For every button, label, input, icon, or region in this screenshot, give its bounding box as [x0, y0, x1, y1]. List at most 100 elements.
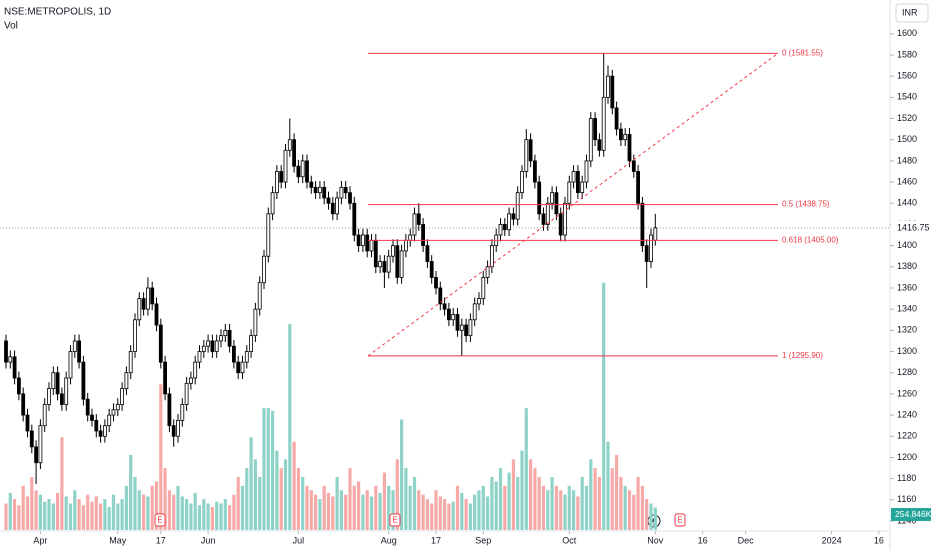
candle-body — [464, 324, 469, 337]
candle-body — [382, 261, 387, 273]
volume-bar — [378, 492, 382, 530]
chart-title: NSE:METROPOLIS, 1D — [4, 7, 111, 18]
candle-body — [244, 351, 249, 363]
y-tick-label: 1460 — [897, 176, 917, 186]
volume-bar — [51, 503, 55, 530]
volume-bar — [116, 503, 120, 530]
volume-bar — [382, 472, 386, 530]
candle-body — [296, 165, 301, 178]
volume-bar — [103, 499, 107, 530]
candle-body — [90, 414, 94, 421]
volume-bar — [653, 507, 657, 530]
candle-body — [446, 308, 451, 321]
candle-body — [606, 75, 610, 98]
candle-body — [8, 356, 13, 363]
candle-body — [16, 377, 21, 395]
volume-bar — [593, 468, 597, 530]
candle-body — [614, 107, 619, 130]
volume-bar — [301, 477, 305, 530]
volume-bar — [258, 477, 262, 530]
volume-bar — [584, 485, 589, 530]
candle-body — [197, 351, 202, 363]
volume-bar — [541, 485, 546, 530]
candle-body — [524, 139, 529, 172]
volume-bar — [137, 490, 141, 530]
volume-bar — [219, 503, 223, 530]
candle-body — [567, 181, 572, 204]
candle-body — [133, 319, 137, 352]
volume-bar — [645, 499, 649, 530]
candle-body — [107, 414, 112, 427]
volume-bar — [172, 494, 176, 530]
candle-body — [348, 192, 352, 204]
candle-body — [468, 319, 473, 337]
x-tick-label: 2024 — [822, 535, 842, 545]
volume-bar — [520, 450, 524, 530]
volume-bar — [266, 408, 270, 530]
volume-bar — [309, 490, 313, 530]
candle-body — [249, 335, 254, 352]
volume-bar — [288, 324, 292, 530]
candle-body — [339, 186, 344, 199]
candle-body — [425, 245, 430, 262]
volume-bar — [559, 490, 563, 530]
candle-body — [270, 192, 275, 215]
volume-bar — [627, 490, 632, 530]
candle-body — [42, 404, 47, 427]
candle-body — [511, 213, 516, 220]
candle-body — [507, 213, 512, 231]
volume-bar — [498, 468, 503, 530]
candle-body — [326, 197, 331, 204]
candle-body — [619, 128, 623, 141]
volume-bar — [90, 501, 94, 530]
candle-body — [631, 160, 636, 172]
candle-body — [287, 139, 292, 151]
volume-bar — [640, 485, 644, 530]
volume-bar — [314, 494, 318, 530]
candle-body — [416, 213, 421, 225]
candle-body — [627, 134, 632, 162]
volume-bar — [43, 501, 47, 530]
candle-body — [588, 118, 593, 162]
volume-bar — [619, 477, 623, 530]
volume-bar — [326, 492, 331, 530]
fib-label: 0.618 (1405.00) — [782, 235, 839, 244]
volume-bar — [468, 503, 472, 530]
currency-box[interactable] — [895, 3, 929, 23]
y-tick-label: 1480 — [897, 155, 917, 165]
volume-bar — [176, 485, 180, 530]
volume-bar — [425, 499, 429, 530]
candle-body — [653, 227, 658, 241]
volume-bar — [533, 468, 537, 530]
candle-body — [158, 324, 163, 363]
candle-body — [563, 202, 567, 236]
candle-body — [21, 393, 26, 416]
candle-body — [266, 213, 271, 257]
volume-bar — [142, 494, 146, 530]
candle-body — [365, 234, 370, 252]
volume-bar — [481, 485, 485, 530]
volume-bar — [335, 477, 339, 530]
volume-bar — [271, 410, 275, 530]
x-tick-label: 17 — [156, 535, 166, 545]
candle-body — [520, 171, 524, 194]
candle-body — [360, 234, 365, 247]
candle-body — [412, 213, 417, 236]
candle-body — [644, 245, 649, 262]
y-tick-label: 1280 — [897, 367, 917, 377]
volume-bar — [107, 507, 111, 530]
candle-body — [300, 160, 305, 178]
candle-body — [373, 239, 378, 268]
y-tick-label: 1520 — [897, 113, 917, 123]
candle-body — [81, 361, 86, 400]
volume-bar — [292, 441, 296, 530]
volume-bar — [8, 492, 12, 530]
currency[interactable]: INR — [902, 7, 918, 17]
volume-bar — [404, 468, 408, 530]
y-tick-label: 1300 — [897, 346, 917, 356]
volume-bar — [602, 282, 606, 530]
volume-bar — [507, 472, 511, 530]
volume-bar — [365, 490, 369, 530]
volume-bar — [167, 490, 171, 530]
candle-body — [150, 287, 155, 305]
